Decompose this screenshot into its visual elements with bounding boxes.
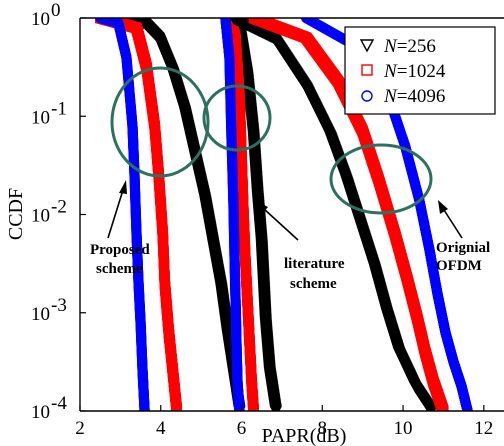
point-s5-8-0 — [234, 405, 245, 411]
series-N256-literature-scheme — [225, 18, 282, 411]
point-s6-10-0 — [425, 406, 438, 411]
point-s4-9-0 — [248, 405, 259, 411]
series-N4096-literature-scheme — [220, 18, 245, 411]
point-s1-9-0 — [171, 405, 183, 411]
point-s2-9-0 — [139, 405, 150, 411]
series-N1024-proposed-scheme — [95, 18, 183, 411]
point-s3-9-0 — [269, 406, 282, 411]
series-N4096-proposed-scheme — [95, 18, 150, 411]
